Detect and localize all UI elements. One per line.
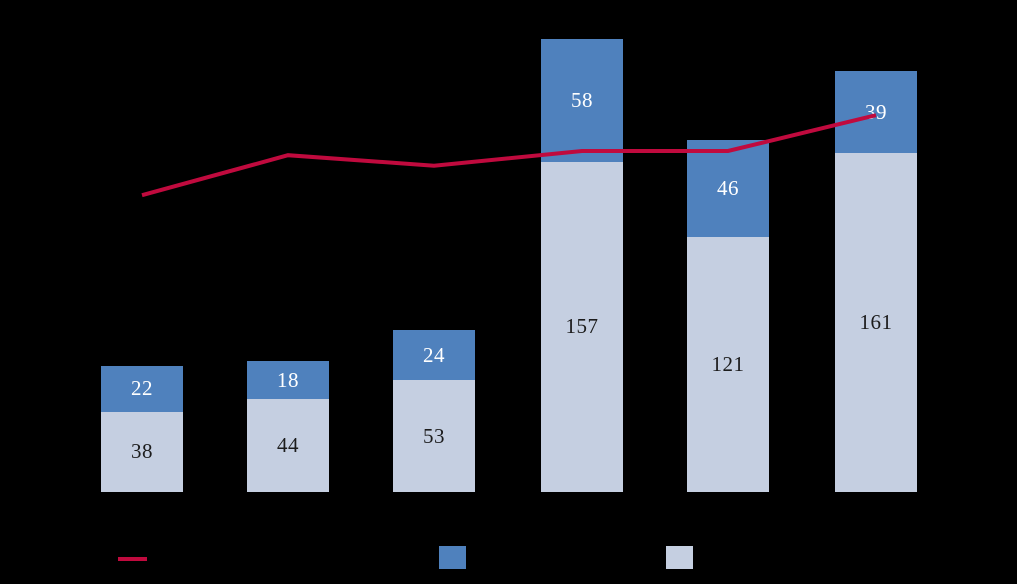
bar-2-bottom-segment: 44 [247, 399, 329, 492]
bar-3-bottom-segment: 53 [393, 380, 475, 492]
bar-4-top-segment: 58 [541, 39, 623, 162]
bar-6-bottom-value-label: 161 [859, 310, 893, 335]
legend-line-marker [118, 557, 147, 561]
legend-top-segment-swatch [439, 546, 466, 569]
bar-1-bottom-value-label: 38 [131, 439, 153, 464]
bar-5-top-segment: 46 [687, 140, 769, 238]
bar-1-top-value-label: 22 [131, 376, 153, 401]
bar-5-bottom-value-label: 121 [711, 352, 745, 377]
bar-6-bottom-segment: 161 [835, 153, 917, 492]
bar-5-bottom-segment: 121 [687, 237, 769, 492]
bar-4-top-value-label: 58 [571, 87, 593, 112]
bar-2-top-segment: 18 [247, 361, 329, 400]
bar-3-top-segment: 24 [393, 329, 475, 381]
bar-5-top-value-label: 46 [717, 176, 739, 201]
bar-6-top-segment: 39 [835, 71, 917, 154]
bar-3-top-value-label: 24 [423, 342, 445, 367]
bar-3-bottom-value-label: 53 [423, 423, 445, 448]
bar-6-top-value-label: 39 [865, 99, 887, 124]
bar-4-bottom-value-label: 157 [565, 314, 599, 339]
bar-4-bottom-segment: 157 [541, 161, 623, 492]
legend-bottom-segment-swatch [666, 546, 693, 569]
bar-2-top-value-label: 18 [277, 367, 299, 392]
bar-1-top-segment: 22 [101, 365, 183, 412]
bar-1-bottom-segment: 38 [101, 412, 183, 492]
bar-2-bottom-value-label: 44 [277, 433, 299, 458]
